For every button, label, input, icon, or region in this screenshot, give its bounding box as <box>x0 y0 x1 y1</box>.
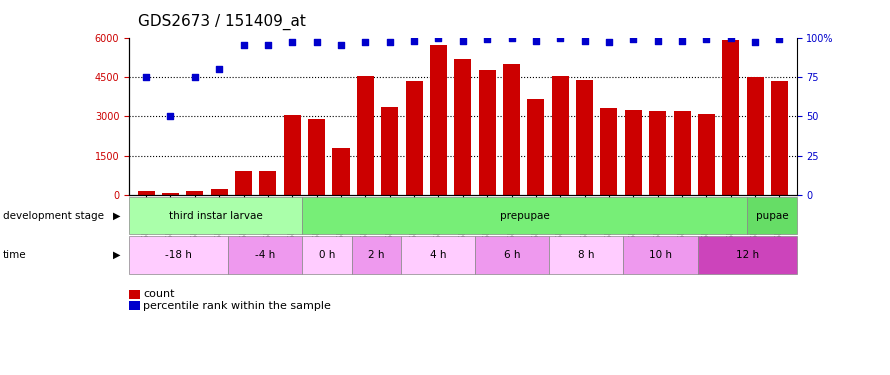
Text: count: count <box>143 290 174 299</box>
Bar <box>576 80 593 195</box>
Text: ▶: ▶ <box>113 250 120 260</box>
Text: 10 h: 10 h <box>649 250 672 260</box>
Bar <box>698 114 715 195</box>
Point <box>675 38 689 44</box>
Point <box>334 42 348 48</box>
Bar <box>649 111 667 195</box>
Point <box>212 66 226 72</box>
Point <box>553 34 567 40</box>
Bar <box>162 193 179 195</box>
Text: GDS2673 / 151409_at: GDS2673 / 151409_at <box>138 14 306 30</box>
Bar <box>138 191 155 195</box>
Text: -4 h: -4 h <box>255 250 275 260</box>
Text: percentile rank within the sample: percentile rank within the sample <box>143 301 331 310</box>
Bar <box>747 77 764 195</box>
Bar <box>333 148 350 195</box>
Point <box>480 36 494 42</box>
Text: time: time <box>3 250 27 260</box>
Bar <box>308 119 325 195</box>
Point <box>261 42 275 48</box>
Text: 4 h: 4 h <box>430 250 446 260</box>
Bar <box>186 190 203 195</box>
Text: development stage: development stage <box>3 211 103 220</box>
Bar <box>479 70 496 195</box>
Bar <box>211 189 228 195</box>
Text: pupae: pupae <box>756 211 789 220</box>
Bar <box>625 110 642 195</box>
Point <box>359 39 373 45</box>
Text: third instar larvae: third instar larvae <box>169 211 263 220</box>
Bar <box>503 64 520 195</box>
Point <box>724 34 738 40</box>
Bar <box>235 171 252 195</box>
Text: 6 h: 6 h <box>504 250 521 260</box>
Point <box>139 74 153 80</box>
Bar <box>357 76 374 195</box>
Point <box>578 38 592 44</box>
Point <box>773 36 787 42</box>
Bar <box>528 99 545 195</box>
Text: 12 h: 12 h <box>735 250 758 260</box>
Bar <box>430 45 447 195</box>
Bar <box>259 171 277 195</box>
Point <box>529 38 543 44</box>
Bar <box>406 81 423 195</box>
Bar <box>284 115 301 195</box>
Text: -18 h: -18 h <box>165 250 192 260</box>
Point <box>383 39 397 45</box>
Point <box>651 38 665 44</box>
Point <box>505 34 519 40</box>
Point <box>700 36 714 42</box>
Text: prepupae: prepupae <box>499 211 549 220</box>
Point <box>748 39 762 45</box>
Point <box>310 39 324 45</box>
Text: 2 h: 2 h <box>368 250 384 260</box>
Bar <box>601 108 618 195</box>
Text: ▶: ▶ <box>113 211 120 220</box>
Point <box>456 38 470 44</box>
Text: 8 h: 8 h <box>578 250 595 260</box>
Bar <box>771 81 788 195</box>
Bar <box>723 40 740 195</box>
Point <box>285 39 299 45</box>
Point <box>432 34 446 40</box>
Bar <box>454 58 472 195</box>
Point <box>407 38 421 44</box>
Bar <box>381 107 398 195</box>
Text: 0 h: 0 h <box>319 250 335 260</box>
Bar <box>552 76 569 195</box>
Point <box>602 39 616 45</box>
Point <box>237 42 251 48</box>
Bar <box>674 111 691 195</box>
Point <box>164 113 178 119</box>
Point <box>188 74 202 80</box>
Point <box>627 36 641 42</box>
